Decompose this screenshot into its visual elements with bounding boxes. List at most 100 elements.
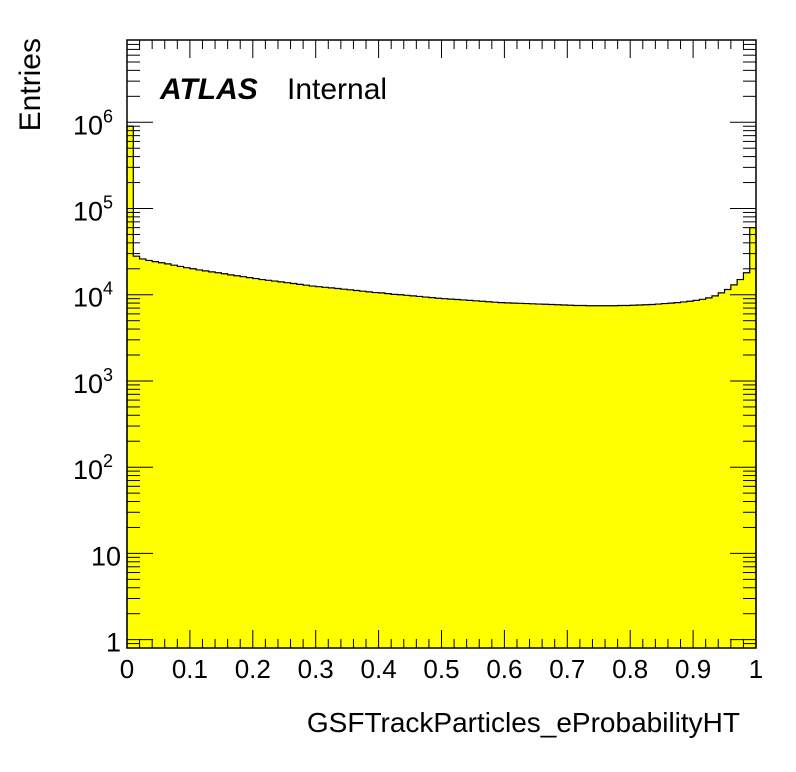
histogram-bin bbox=[208, 271, 216, 648]
histogram-bin bbox=[649, 304, 656, 648]
histogram-bars bbox=[127, 126, 757, 648]
histogram-bin bbox=[573, 305, 581, 648]
histogram-bin bbox=[315, 286, 323, 648]
y-tick-label: 105 bbox=[73, 193, 113, 227]
histogram-bin bbox=[158, 262, 166, 648]
histogram-bin bbox=[680, 301, 688, 648]
histogram-bin bbox=[617, 305, 625, 648]
histogram-bin bbox=[460, 299, 468, 648]
x-tick-label: 0.7 bbox=[549, 654, 585, 684]
histogram-bin bbox=[523, 303, 530, 648]
histogram-bin bbox=[630, 305, 637, 648]
histogram-bin bbox=[240, 276, 247, 648]
histogram-bin bbox=[447, 299, 455, 648]
histogram-bin bbox=[252, 278, 260, 648]
x-tick-label: 0 bbox=[120, 654, 134, 684]
histogram-bin bbox=[410, 295, 417, 648]
histogram-bin bbox=[397, 294, 405, 648]
histogram-bin bbox=[491, 302, 499, 648]
histogram-bin bbox=[586, 305, 593, 648]
histogram-bin bbox=[504, 302, 512, 648]
histogram-bin bbox=[661, 303, 669, 648]
histogram-bin bbox=[705, 297, 713, 648]
histogram-bin bbox=[139, 258, 147, 648]
y-tick-label: 102 bbox=[73, 451, 113, 485]
histogram-bin bbox=[441, 298, 449, 648]
histogram-bin bbox=[164, 263, 172, 648]
histogram-bin bbox=[127, 126, 134, 648]
histogram-bin bbox=[309, 286, 317, 648]
histogram-bin bbox=[554, 304, 562, 648]
histogram-bin bbox=[454, 299, 461, 648]
histogram-bin bbox=[296, 284, 304, 648]
histogram-bin bbox=[711, 295, 719, 648]
x-tick-label: 0.8 bbox=[612, 654, 648, 684]
y-tick-label: 10 bbox=[91, 541, 121, 571]
histogram-bin bbox=[215, 272, 222, 648]
histogram-bin bbox=[435, 298, 442, 648]
atlas-label: ATLAS bbox=[159, 73, 258, 106]
x-tick-labels: 0 0.1 0.2 0.3 0.4 0.5 0.6 0.7 0.8 0.9 1 bbox=[120, 654, 763, 684]
histogram-bin bbox=[246, 277, 254, 648]
y-tick-label: 104 bbox=[73, 279, 113, 313]
histogram-bin bbox=[598, 305, 606, 648]
y-tick-label: 106 bbox=[73, 106, 113, 140]
histogram-bin bbox=[196, 269, 203, 648]
histogram-bin bbox=[334, 288, 342, 648]
histogram-bin bbox=[422, 297, 430, 648]
histogram-bin bbox=[579, 305, 587, 648]
histogram-bin bbox=[567, 305, 574, 648]
x-tick-label: 0.3 bbox=[298, 654, 334, 684]
histogram-bin bbox=[636, 305, 644, 648]
histogram-bin bbox=[284, 282, 291, 648]
histogram-bin bbox=[265, 280, 273, 648]
histogram-bin bbox=[561, 305, 568, 648]
histogram-bin bbox=[384, 293, 392, 648]
histogram-bin bbox=[416, 296, 424, 648]
histogram-outline bbox=[126, 125, 757, 648]
histogram-bin bbox=[340, 289, 348, 648]
y-tick-labels: 1 10 102 103 104 105 106 bbox=[73, 106, 121, 657]
histogram-bin bbox=[221, 273, 229, 648]
histogram-bin bbox=[259, 279, 266, 648]
histogram-bin bbox=[233, 275, 241, 648]
x-tick-label: 0.1 bbox=[172, 654, 208, 684]
histogram-bin bbox=[605, 305, 612, 648]
histogram-bin bbox=[667, 303, 675, 648]
histogram-bin bbox=[133, 256, 140, 648]
x-tick-label: 0.9 bbox=[675, 654, 711, 684]
histogram-bin bbox=[655, 304, 663, 648]
plot-frame bbox=[126, 39, 757, 649]
histogram-bin bbox=[699, 299, 707, 648]
histogram-bin bbox=[177, 266, 185, 648]
histogram-bin bbox=[290, 283, 298, 648]
histogram-bin bbox=[227, 274, 235, 648]
histogram-bin bbox=[535, 304, 543, 648]
histogram-bin bbox=[529, 303, 537, 648]
histogram-bin bbox=[516, 303, 524, 648]
histogram-bin bbox=[277, 281, 285, 648]
internal-label: Internal bbox=[287, 73, 387, 106]
histogram-bin bbox=[674, 302, 681, 648]
histogram-bin bbox=[749, 227, 757, 648]
histogram-bin bbox=[202, 270, 210, 648]
histogram-bin bbox=[485, 301, 493, 648]
histogram-bin bbox=[498, 302, 505, 648]
histogram-bin bbox=[611, 305, 619, 648]
histogram-bin bbox=[403, 295, 411, 648]
histogram-bin bbox=[303, 285, 310, 648]
histogram-bin bbox=[372, 292, 379, 648]
histogram-bin bbox=[693, 300, 700, 648]
histogram-bin bbox=[366, 291, 373, 648]
y-axis-title: Entries bbox=[14, 38, 47, 131]
y-tick-label: 103 bbox=[73, 365, 113, 399]
x-tick-label: 0.5 bbox=[423, 654, 459, 684]
histogram-bin bbox=[548, 304, 556, 648]
histogram-bin bbox=[730, 284, 738, 648]
histogram-bin bbox=[353, 290, 361, 648]
histogram-bin bbox=[642, 304, 650, 648]
histogram-bin bbox=[359, 291, 367, 648]
histogram-bin bbox=[718, 292, 725, 648]
histogram-bin bbox=[145, 260, 153, 648]
histogram-bin bbox=[724, 289, 732, 648]
